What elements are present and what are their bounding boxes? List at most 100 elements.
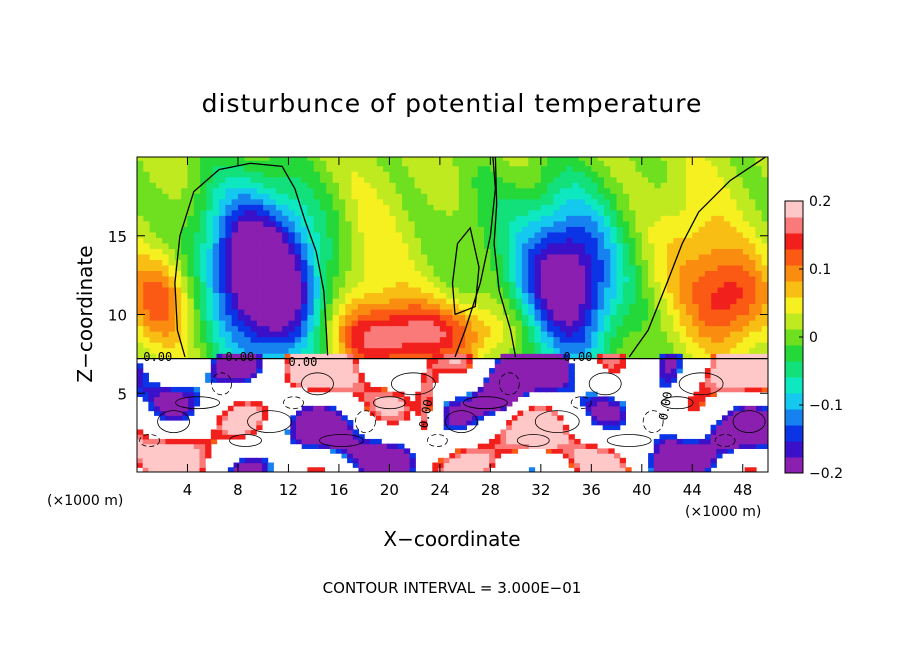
lower-layer-cell (591, 453, 598, 459)
heatmap-cell (294, 220, 302, 227)
lower-layer-cell (608, 405, 615, 412)
heatmap-cell (250, 248, 258, 255)
lower-layer-cell (653, 438, 661, 445)
heatmap-cell (685, 275, 693, 283)
lower-layer-cell (165, 438, 172, 445)
lower-layer-cell (545, 372, 553, 379)
lower-layer-cell (313, 382, 320, 388)
heatmap-cell (509, 182, 517, 189)
heatmap-cell (187, 215, 195, 222)
heatmap-cell (206, 157, 214, 161)
lower-layer-cell (182, 405, 189, 412)
lower-layer-cell (477, 410, 485, 416)
heatmap-cell (307, 193, 315, 200)
lower-layer-cell (614, 424, 621, 431)
heatmap-cell (502, 171, 510, 178)
heatmap-cell (673, 198, 681, 205)
lower-layer-cell (420, 386, 428, 393)
lower-layer-cell (506, 396, 513, 402)
lower-layer-cell (233, 415, 240, 421)
lower-layer-cell (466, 467, 473, 472)
lower-layer-cell (517, 438, 524, 445)
heatmap-cell (244, 297, 252, 305)
heatmap-cell (749, 259, 756, 266)
lower-layer-cell (489, 391, 496, 398)
heatmap-cell (181, 303, 189, 310)
lower-layer-cell (409, 453, 416, 459)
heatmap-cell (521, 215, 529, 222)
heatmap-cell (376, 253, 384, 260)
heatmap-cell (288, 281, 296, 288)
heatmap-cell (263, 171, 271, 178)
heatmap-cell (679, 270, 687, 277)
heatmap-cell (717, 176, 725, 183)
heatmap-cell (351, 336, 359, 343)
heatmap-cell (212, 264, 220, 271)
lower-layer-cell (506, 434, 513, 440)
heatmap-cell (351, 347, 359, 354)
heatmap-cell (465, 204, 473, 211)
heatmap-cell (635, 160, 643, 167)
heatmap-cell (597, 198, 605, 205)
lower-layer-cell (756, 429, 763, 435)
lower-layer-cell (699, 443, 706, 449)
heatmap-cell (629, 275, 637, 283)
heatmap-cell (294, 226, 302, 233)
heatmap-cell (723, 320, 731, 327)
heatmap-cell (566, 165, 573, 172)
heatmap-cell (502, 182, 510, 189)
heatmap-cell (502, 176, 510, 183)
heatmap-cell (641, 171, 649, 178)
heatmap-cell (351, 171, 359, 178)
heatmap-cell (572, 237, 580, 244)
lower-layer-cell (381, 410, 388, 416)
heatmap-cell (389, 325, 397, 332)
heatmap-cell (629, 248, 637, 255)
heatmap-cell (168, 204, 176, 211)
lower-layer-cell (301, 363, 308, 369)
heatmap-cell (711, 204, 719, 211)
lower-layer-cell (449, 405, 456, 412)
lower-layer-cell (324, 386, 331, 393)
heatmap-cell (509, 237, 517, 244)
heatmap-cell (622, 264, 630, 271)
lower-layer-cell (426, 405, 433, 412)
heatmap-cell (231, 259, 239, 266)
heatmap-cell (502, 281, 510, 288)
lower-layer-cell (455, 462, 462, 468)
heatmap-cell (414, 270, 422, 277)
heatmap-cell (471, 171, 479, 178)
heatmap-cell (471, 209, 479, 216)
heatmap-cell (761, 347, 768, 354)
heatmap-cell (408, 320, 416, 327)
heatmap-cell (685, 281, 693, 288)
heatmap-cell (389, 286, 397, 294)
heatmap-cell (509, 231, 517, 238)
heatmap-cell (730, 198, 738, 205)
heatmap-cell (572, 226, 580, 233)
heatmap-cell (717, 215, 725, 222)
heatmap-cell (301, 187, 308, 194)
heatmap-cell (395, 165, 403, 172)
heatmap-cell (187, 165, 195, 172)
lower-layer-cell (648, 453, 655, 459)
lower-layer-cell (710, 453, 717, 459)
lower-layer-cell (648, 467, 655, 472)
heatmap-cell (458, 331, 466, 338)
heatmap-cell (313, 187, 321, 194)
heatmap-cell (338, 336, 346, 343)
lower-layer-cell (500, 443, 507, 449)
heatmap-cell (395, 220, 403, 227)
heatmap-cell (181, 176, 189, 183)
lower-layer-cell (437, 457, 445, 464)
lower-layer-cell (466, 405, 473, 412)
lower-layer-cell (369, 401, 377, 407)
heatmap-cell (294, 209, 302, 216)
lower-layer-cell (375, 396, 382, 402)
lower-layer-cell (159, 386, 166, 393)
heatmap-cell (168, 226, 176, 233)
heatmap-cell (515, 336, 523, 343)
heatmap-cell (458, 242, 466, 249)
heatmap-cell (591, 281, 599, 288)
heatmap-cell (585, 171, 592, 178)
